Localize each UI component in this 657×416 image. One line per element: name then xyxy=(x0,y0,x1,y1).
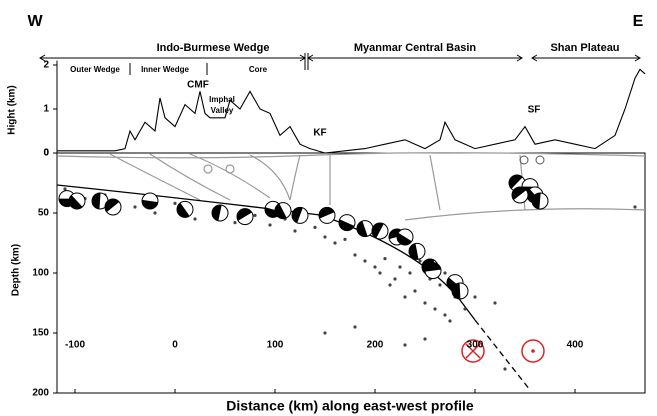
earthquake xyxy=(63,187,66,190)
earthquake xyxy=(193,217,196,220)
focal-mechanism xyxy=(532,193,548,209)
structures xyxy=(57,153,645,390)
earthquake xyxy=(423,337,426,340)
earthquake xyxy=(463,307,466,310)
place-label: Valley xyxy=(211,106,234,115)
earthquake xyxy=(378,271,381,274)
focal-mechanism xyxy=(339,215,355,231)
earthquake xyxy=(293,229,296,232)
focal-mechanism xyxy=(319,207,335,223)
focal-mechanism xyxy=(212,205,228,221)
focal-mechanism xyxy=(425,263,441,279)
earthquake xyxy=(153,211,156,214)
focal-mechanism xyxy=(512,187,528,203)
earthquake xyxy=(438,283,441,286)
region-label: Shan Plateau xyxy=(550,42,619,54)
earthquake xyxy=(448,319,451,322)
earthquake xyxy=(413,289,416,292)
x-axis-title: Distance (km) along east-west profile xyxy=(226,398,474,414)
earthquake xyxy=(503,367,506,370)
earthquake xyxy=(133,205,136,208)
earthquake xyxy=(173,202,176,205)
section-frame xyxy=(57,153,645,393)
earthquake xyxy=(433,307,436,310)
zone-label: Outer Wedge xyxy=(70,65,120,74)
region-label: Indo-Burmese Wedge xyxy=(157,42,270,54)
x-tick-label: 400 xyxy=(567,340,584,351)
zone-label: Inner Wedge xyxy=(141,65,189,74)
earthquake xyxy=(418,259,421,262)
region-label: Myanmar Central Basin xyxy=(354,42,477,54)
y-tick-label: 200 xyxy=(32,388,49,399)
y-tick-label: 50 xyxy=(38,208,50,219)
earthquake xyxy=(268,223,271,226)
y-axis-title: Hight (km) xyxy=(7,85,18,134)
earthquake xyxy=(443,313,446,316)
earthquake xyxy=(323,331,326,334)
y-tick-label: 2 xyxy=(43,60,49,71)
earthquake xyxy=(233,221,236,224)
fault-label: SF xyxy=(528,105,541,116)
fault-label: CMF xyxy=(187,80,209,91)
topography xyxy=(57,69,645,153)
fault-label: KF xyxy=(313,128,326,139)
x-tick-label: 0 xyxy=(172,340,178,351)
earthquake xyxy=(383,257,386,260)
focal-mechanism xyxy=(237,209,253,225)
x-tick-label: 100 xyxy=(267,340,284,351)
focal-mechanism xyxy=(142,193,158,209)
earthquake xyxy=(403,295,406,298)
focal-mechanism xyxy=(275,203,291,219)
focal-mechanism xyxy=(177,201,193,217)
earthquake xyxy=(403,343,406,346)
x-tick-label: 300 xyxy=(467,340,484,351)
x-tick-label: 200 xyxy=(367,340,384,351)
zone-label: Core xyxy=(249,65,268,74)
x-tick-label: -100 xyxy=(65,340,85,351)
y-tick-label: 1 xyxy=(43,104,49,115)
earthquake xyxy=(373,265,376,268)
earthquake xyxy=(633,205,636,208)
focal-mechanism xyxy=(357,221,373,237)
focal-mechanism xyxy=(69,193,85,209)
earthquake xyxy=(423,301,426,304)
earthquake xyxy=(353,253,356,256)
earthquake xyxy=(493,301,496,304)
earthquake xyxy=(473,295,476,298)
earthquake xyxy=(363,259,366,262)
mechanism-quadrant xyxy=(92,193,101,209)
figure: W E Indo-Burmese Wedge Myanmar Central B… xyxy=(0,0,657,416)
y-tick-label: 100 xyxy=(32,268,49,279)
earthquake xyxy=(253,214,256,217)
focal-mechanism xyxy=(409,243,425,259)
west-label: W xyxy=(27,13,43,30)
earthquake xyxy=(408,271,411,274)
earthquake xyxy=(443,271,446,274)
y-axis-title: Depth (km) xyxy=(11,244,22,296)
place-label: Imphal xyxy=(209,95,235,104)
focal-mechanism xyxy=(452,283,468,299)
earthquake xyxy=(333,241,336,244)
y-tick-label: 150 xyxy=(32,328,49,339)
earthquake xyxy=(388,283,391,286)
focal-mechanism xyxy=(105,199,121,215)
earthquake xyxy=(398,265,401,268)
earthquake xyxy=(343,238,346,241)
focal-mechanism xyxy=(372,223,388,239)
earthquake xyxy=(323,235,326,238)
earthquake xyxy=(313,226,316,229)
focal-mechanism xyxy=(397,229,413,245)
earthquake xyxy=(353,325,356,328)
east-label: E xyxy=(633,13,644,30)
y-tick-label: 0 xyxy=(43,148,49,159)
earthquake xyxy=(393,277,396,280)
region-headers xyxy=(40,53,640,75)
focal-mechanism xyxy=(292,207,308,223)
